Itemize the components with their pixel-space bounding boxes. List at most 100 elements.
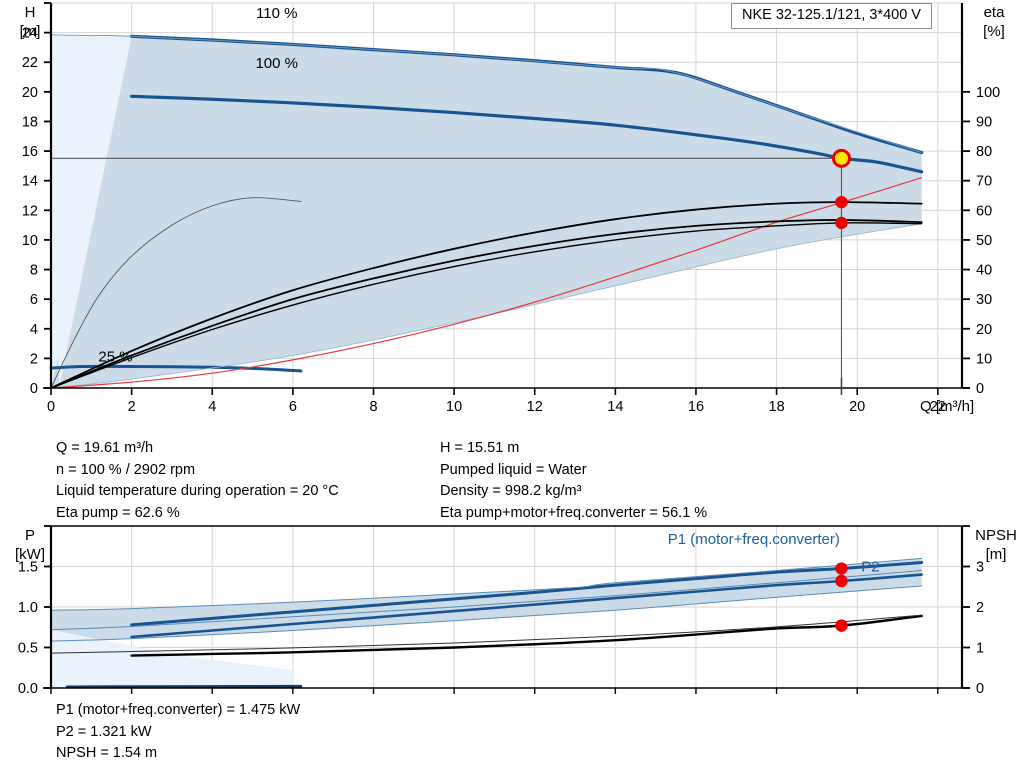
- tick-label-eta-axis: 80: [976, 144, 992, 160]
- tick-label-h-axis: 6: [30, 292, 38, 308]
- readout-line: Eta pump = 62.6 %: [56, 504, 180, 521]
- readout-line: Pumped liquid = Water: [440, 461, 587, 478]
- tick-label-q-axis: 14: [607, 399, 623, 415]
- duty-dot-p1: [835, 562, 848, 575]
- tick-label-npsh-axis: 3: [976, 560, 984, 576]
- tick-label-q-axis: 18: [769, 399, 785, 415]
- tick-label-p-axis: 1.5: [18, 560, 38, 576]
- tick-label-eta-axis: 60: [976, 203, 992, 219]
- tick-label-h-axis: 20: [22, 85, 38, 101]
- curve-p1-envelope-lower: [50, 570, 923, 631]
- tick-label-eta-axis: 100: [976, 85, 1000, 101]
- npsh-axis-title-line1: NPSH: [975, 527, 1017, 544]
- readout-line: Density = 998.2 kg/m³: [440, 483, 582, 499]
- readout-top-left: Q = 19.61 m³/h n = 100 % / 2902 rpm Liqu…: [56, 438, 339, 524]
- tick-label-h-axis: 22: [22, 55, 38, 71]
- curve-p2-overlay-a: [50, 201, 923, 389]
- tick-label-npsh-axis: 0: [976, 681, 984, 697]
- duty-dot-npsh: [835, 619, 848, 632]
- readout-bottom: P1 (motor+freq.converter) = 1.475 kW P2 …: [56, 700, 300, 765]
- duty-dot-h-upper: [835, 195, 848, 209]
- power-npsh-chart: 0.0 0.5 1.0 1.5 0 1 2 3 P [kW] NPSH [m] P1 (motor+fr…: [15, 525, 1017, 697]
- tick-label-eta-axis: 0: [976, 381, 984, 397]
- operating-point-marker[interactable]: [831, 148, 851, 168]
- tick-label-h-axis: 10: [22, 233, 38, 249]
- speed-label-25: 25 %: [98, 348, 132, 365]
- q-axis-title: Q [m³/h]: [920, 398, 974, 415]
- readout-line: Q = 19.61 m³/h: [56, 440, 154, 456]
- tick-label-eta-axis: 50: [976, 233, 992, 249]
- tick-label-p-axis: 0.5: [18, 641, 38, 657]
- tick-label-h-axis: 4: [30, 322, 38, 338]
- tick-label-npsh-axis: 1: [976, 641, 984, 657]
- curve-p2-envelope-lower: [50, 585, 923, 642]
- duty-dot-p2: [835, 574, 848, 588]
- tick-label-q-axis: 12: [527, 399, 543, 415]
- curve-p-25-: [65, 684, 303, 689]
- tick-label-q-axis: 10: [446, 399, 462, 415]
- tick-label-h-axis: 24: [22, 26, 38, 42]
- head-efficiency-chart: 0246810121416182022240102030405060708090…: [20, 2, 1006, 415]
- tick-label-eta-axis: 30: [976, 292, 992, 308]
- tick-label-h-axis: 16: [22, 144, 38, 160]
- tick-label-q-axis: 8: [369, 399, 377, 415]
- tick-label-q-axis: 16: [688, 399, 704, 415]
- curve-p1-motor-freq-converter-: [130, 560, 924, 627]
- curve-envelope-lower-right: [50, 223, 922, 389]
- readout-line: P1 (motor+freq.converter) = 1.475 kW: [56, 702, 301, 718]
- readout-line: n = 100 % / 2902 rpm: [56, 461, 196, 478]
- legend-p2: P2: [861, 558, 879, 575]
- readout-line: NPSH = 1.54 m: [56, 745, 158, 761]
- tick-label-eta-axis: 90: [976, 114, 992, 130]
- tick-label-eta-axis: 10: [976, 351, 992, 367]
- h-axis-title-line1: H: [25, 4, 36, 21]
- tick-label-q-axis: 6: [289, 399, 297, 415]
- curve-h-25-: [49, 364, 303, 373]
- pump-model-title-box: NKE 32-125.1/121, 3*400 V: [731, 3, 932, 29]
- eta-axis-title-line2: [%]: [983, 23, 1005, 40]
- operating-envelope-inner: [51, 36, 922, 388]
- npsh-axis-title-line2: [m]: [986, 546, 1007, 563]
- curve-thin-eta-arc: [50, 197, 302, 389]
- eta-axis-title-line1: eta: [984, 4, 1006, 21]
- legend-p1: P1 (motor+freq.converter): [668, 531, 840, 548]
- readout-line: H = 15.51 m: [440, 440, 520, 456]
- tick-label-q-axis: 20: [849, 399, 865, 415]
- tick-label-h-axis: 8: [30, 263, 38, 279]
- h-axis-title-line2: [m]: [20, 23, 41, 40]
- curve-p2-overlay-c: [50, 222, 923, 389]
- curve-p2: [130, 573, 923, 639]
- tick-label-q-axis: 2: [128, 399, 136, 415]
- readout-line: Eta pump+motor+freq.converter = 56.1 %: [440, 504, 708, 521]
- tick-label-p-axis: 1.0: [18, 600, 38, 616]
- npsh-envelope-shoulder: [51, 629, 293, 688]
- curve-npsh-thin: [50, 614, 923, 654]
- tick-label-p-axis: 0.0: [18, 681, 38, 697]
- p-axis-title-line1: P: [25, 527, 35, 544]
- curve-p2-overlay-b: [50, 219, 923, 389]
- tick-label-eta-axis: 40: [976, 263, 992, 279]
- tick-label-q-axis: 0: [47, 399, 55, 415]
- tick-label-h-axis: 2: [30, 351, 38, 367]
- speed-label-100: 100 %: [255, 55, 298, 72]
- curve-npsh: [130, 614, 923, 657]
- tick-label-h-axis: 12: [22, 203, 38, 219]
- p-axis-title-line2: [kW]: [15, 546, 45, 563]
- readout-line: P2 = 1.321 kW: [56, 723, 152, 740]
- tick-label-h-axis: 18: [22, 114, 38, 130]
- speed-label-110: 110 %: [256, 5, 297, 22]
- envelope-left-shoulder: [51, 34, 132, 388]
- tick-label-npsh-axis: 2: [976, 600, 984, 616]
- tick-label-eta-axis: 70: [976, 174, 992, 190]
- tick-label-q-axis: 22: [930, 399, 946, 415]
- tick-label-q-axis: 4: [208, 399, 216, 415]
- tick-label-eta-axis: 20: [976, 322, 992, 338]
- tick-label-h-axis: 0: [30, 381, 38, 397]
- readout-line: Liquid temperature during operation = 20…: [56, 483, 339, 499]
- duty-dot-h-lower: [835, 216, 848, 230]
- curve-p1-envelope-upper: [50, 557, 923, 611]
- curve-envelope-upper-110-: [50, 34, 922, 153]
- readout-top-right: H = 15.51 m Pumped liquid = Water Densit…: [440, 438, 707, 524]
- tick-label-h-axis: 14: [22, 174, 38, 190]
